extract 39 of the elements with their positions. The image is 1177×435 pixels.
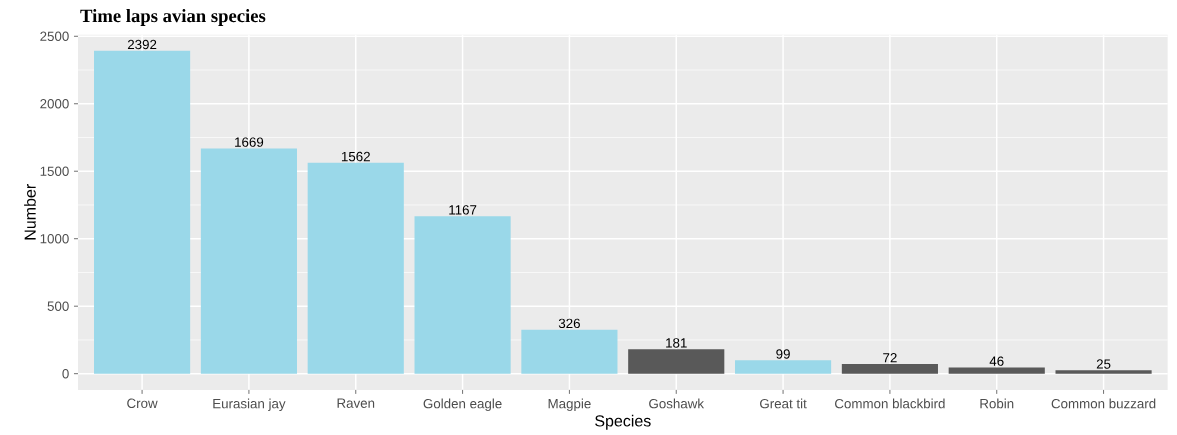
chart-title: Time laps avian species [80,9,266,27]
x-tick-label: Robin [980,398,1014,409]
x-tick-label: Common buzzard [1051,398,1156,409]
x-tick-label: Common blackbird [835,398,945,409]
x-tick-label: Great tit [760,398,807,409]
bar [414,216,511,374]
y-tick-label: 2500 [40,31,69,42]
data-label: 1562 [341,152,370,162]
data-label: 2392 [127,40,157,50]
y-tick-label: 0 [62,369,69,379]
bar [628,349,725,374]
y-axis-title: Number [24,184,36,240]
data-label: 1167 [449,205,477,215]
x-tick-label: Eurasian jay [213,398,286,412]
y-tick-label: 2000 [40,99,69,109]
data-label: 326 [558,318,580,329]
x-tick-label: Raven [337,398,375,409]
data-label: 72 [883,353,897,363]
x-tick-label: Golden eagle [423,398,502,412]
bar [200,148,297,374]
data-label: 25 [1096,359,1111,369]
y-tick-label: 1000 [40,234,69,244]
bar [307,163,404,374]
data-label: 46 [989,356,1004,367]
data-label: 99 [776,349,790,359]
bar [94,51,191,374]
y-tick-label: 500 [47,301,69,312]
bar [841,364,938,374]
bar [735,360,832,374]
x-tick-label: Crow [127,398,158,409]
y-tick-label: 1500 [40,166,69,177]
bar [521,329,618,374]
bar [1055,370,1152,374]
x-axis-title: Species [595,415,651,430]
x-tick-label: Magpie [548,398,591,412]
x-tick-label: Goshawk [649,398,705,409]
data-label: 181 [666,338,687,348]
data-label: 1669 [235,137,264,148]
bar [948,367,1045,374]
